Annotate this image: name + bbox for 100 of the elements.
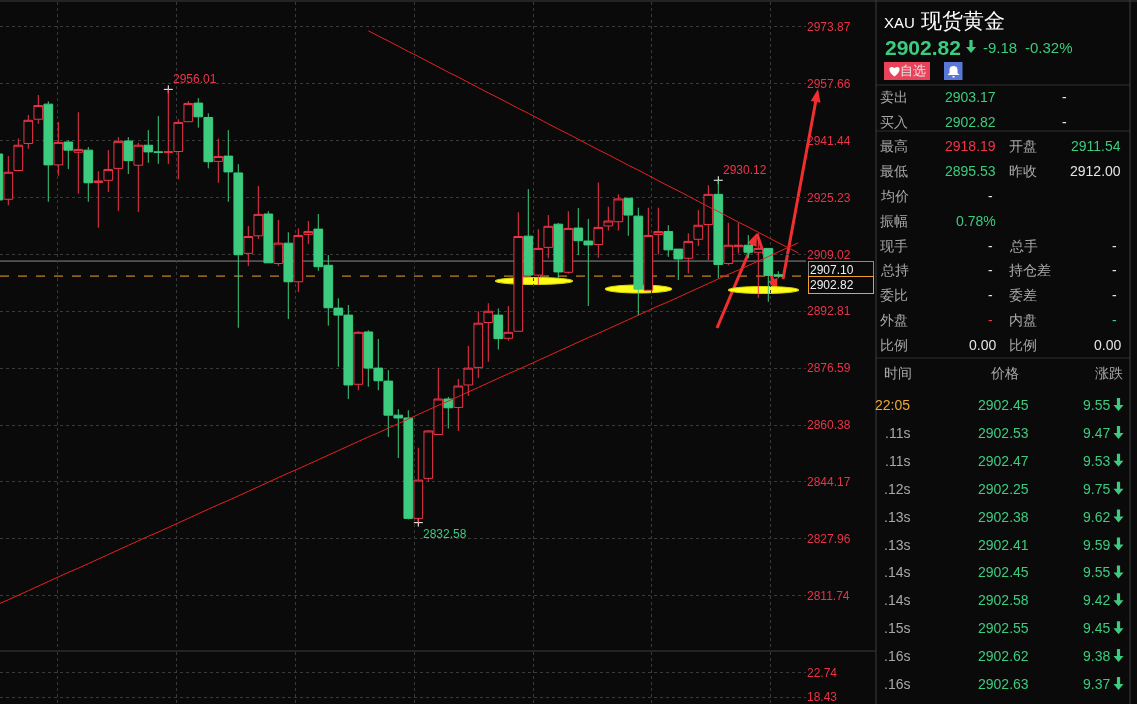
candlestick	[123, 136, 134, 175]
candlestick	[73, 111, 84, 195]
text: 2902.45	[978, 564, 1029, 580]
text: 2902.82	[945, 114, 996, 130]
text: 2902.55	[978, 620, 1029, 636]
candlestick	[263, 210, 274, 264]
y-tick-label: 2973.87	[807, 19, 851, 34]
candlestick	[273, 219, 284, 267]
text: -0.32%	[1025, 39, 1073, 56]
text: 9.45	[1083, 620, 1111, 636]
candlestick	[513, 211, 524, 332]
y-tick-label: 2811.74	[807, 589, 850, 603]
candlestick	[133, 142, 144, 213]
text: 9.42	[1083, 592, 1111, 608]
candlestick	[283, 231, 294, 320]
candlestick	[113, 136, 124, 212]
candlestick	[83, 146, 94, 203]
candlestick	[683, 232, 694, 274]
text: 9.38	[1083, 648, 1111, 664]
candlestick	[43, 100, 54, 203]
text: 2903.17	[945, 89, 996, 105]
text: .13s	[884, 509, 911, 525]
text: 2902.47	[978, 453, 1029, 469]
ref-line-label: 2902.82	[810, 278, 854, 292]
text: -	[988, 312, 993, 328]
candlestick	[493, 307, 504, 351]
y-tick-label: 22.74	[807, 665, 838, 680]
text: 委比	[880, 287, 908, 303]
text: 振幅	[880, 213, 908, 229]
text: -	[988, 262, 993, 278]
text: .13s	[884, 537, 911, 553]
text: 买入	[880, 114, 908, 130]
candlestick	[293, 227, 304, 293]
text: -9.18	[983, 39, 1018, 56]
text: .11s	[885, 453, 911, 469]
text: 比例	[1009, 337, 1037, 353]
text: -	[988, 188, 993, 204]
y-tick-label: 2876.59	[807, 361, 851, 376]
text: 2902.25	[978, 481, 1029, 497]
text: 9.59	[1083, 537, 1111, 553]
candlestick	[523, 188, 534, 276]
y-tick-label: 2957.66	[807, 76, 851, 91]
text: 9.75	[1083, 481, 1111, 497]
candlestick	[693, 209, 704, 247]
candlestick	[653, 207, 664, 255]
text: 0.78%	[956, 213, 996, 229]
text: 2902.45	[978, 397, 1029, 413]
candlestick	[703, 184, 714, 261]
text: .16s	[884, 648, 911, 664]
candlestick	[33, 94, 44, 125]
text: 9.53	[1083, 453, 1111, 469]
candlestick	[743, 234, 754, 259]
y-tick-label: 2909.02	[807, 247, 851, 262]
text: 外盘	[880, 312, 908, 328]
annotation: 2956.01	[173, 72, 217, 86]
text: -	[1112, 238, 1117, 254]
text: 9.55	[1083, 397, 1111, 413]
text: .16s	[884, 676, 911, 692]
text: 昨收	[1009, 163, 1037, 179]
candlestick	[553, 222, 564, 279]
candlestick	[63, 139, 74, 170]
candlestick	[563, 210, 574, 275]
y-tick-label: 2925.23	[807, 190, 851, 205]
text: 总手	[1009, 238, 1038, 254]
text: 现手	[880, 238, 908, 254]
candlestick	[243, 225, 254, 267]
text: 0.00	[969, 337, 997, 353]
text: 最低	[880, 163, 908, 179]
text: 0.00	[1094, 337, 1122, 353]
candlestick	[643, 207, 654, 291]
text: -	[1112, 287, 1117, 303]
text: 比例	[880, 337, 908, 353]
candlestick	[303, 220, 314, 245]
candlestick	[533, 228, 544, 286]
text: .14s	[884, 592, 911, 608]
text: 2912.00	[1070, 163, 1121, 179]
y-tick-label: 2827.96	[807, 532, 851, 547]
text: 内盘	[1009, 312, 1037, 328]
candlestick	[23, 114, 34, 150]
y-tick-label: 2892.81	[807, 304, 851, 319]
candlestick	[753, 232, 764, 299]
text: 总持	[880, 262, 909, 278]
text: -	[988, 287, 993, 303]
candlestick	[213, 138, 224, 184]
text: 2902.62	[978, 648, 1029, 664]
text: 22:05	[875, 397, 911, 413]
text: 开盘	[1009, 138, 1037, 154]
text: 涨跌	[1095, 365, 1123, 381]
text: 2902.38	[978, 509, 1029, 525]
text: 9.47	[1083, 425, 1111, 441]
text: 委差	[1009, 287, 1037, 303]
text: -	[1062, 114, 1067, 130]
candlestick	[3, 155, 14, 206]
ref-line-label: 2907.10	[810, 263, 854, 277]
text: 价格	[990, 365, 1019, 381]
candlestick	[183, 100, 194, 123]
y-tick-label: 18.43	[807, 690, 838, 704]
text: .12s	[884, 481, 911, 497]
candlestick	[353, 330, 364, 391]
text: 持仓差	[1009, 262, 1051, 278]
